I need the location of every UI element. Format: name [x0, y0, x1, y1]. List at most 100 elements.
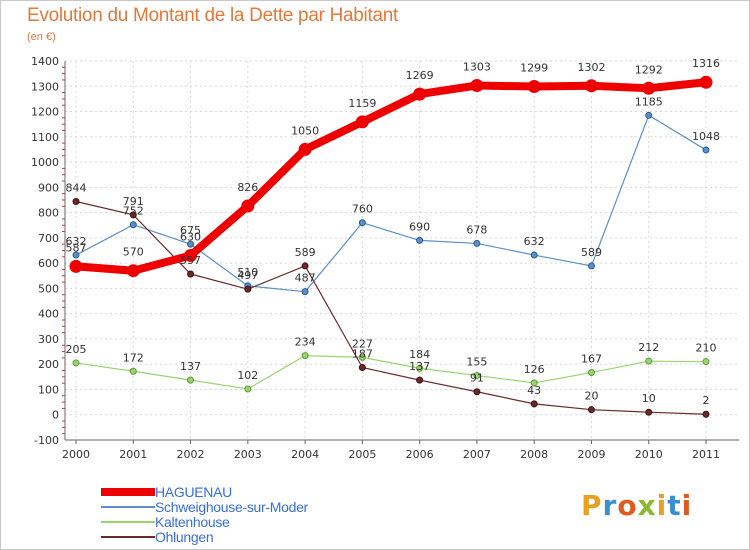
x-tick-label: 2004: [291, 448, 319, 461]
series-layer: [69, 75, 713, 418]
x-tick-label: 2000: [62, 448, 90, 461]
series-2-data-label: 155: [466, 356, 487, 369]
y-tick-label: 600: [38, 257, 59, 270]
legend-swatch: [101, 521, 155, 523]
series-1-point: [645, 111, 653, 119]
chart-title: Evolution du Montant de la Dette par Hab…: [27, 5, 398, 26]
x-tick-label: 2003: [234, 448, 262, 461]
series-2-point: [72, 359, 80, 367]
series-1-point: [416, 236, 424, 244]
series-3-data-label: 791: [123, 195, 144, 208]
series-1-data-label: 589: [581, 246, 602, 259]
series-1-point: [129, 221, 137, 229]
x-tick-label: 2009: [577, 448, 605, 461]
series-3-point: [530, 400, 538, 408]
series-0-point: [470, 79, 484, 93]
series-1-data-label: 690: [409, 220, 430, 233]
y-tick-label: 1100: [31, 131, 59, 144]
series-0-line: [72, 78, 710, 275]
series-1-point: [702, 146, 710, 154]
series-3-data-label: 187: [352, 347, 373, 360]
series-2-point: [530, 379, 538, 387]
y-tick-label: 200: [38, 358, 59, 371]
legend-label: Kaltenhouse: [155, 514, 230, 530]
chart-unit-label: (en €): [27, 31, 56, 43]
y-tick-label: 1400: [31, 55, 59, 68]
series-0-point: [584, 79, 598, 93]
y-tick-label: 1200: [31, 106, 59, 119]
x-tick-label: 2006: [406, 448, 434, 461]
series-3-point: [416, 376, 424, 384]
legend-label: HAGUENAU: [155, 484, 232, 500]
series-2-data-label: 184: [409, 348, 430, 361]
series-1-data-label: 1185: [635, 95, 663, 108]
series-2-data-label: 234: [295, 336, 316, 349]
series-1-data-label: 675: [180, 224, 201, 237]
brand-letter: i: [656, 489, 668, 522]
series-1-line: [75, 114, 707, 293]
series-2-point: [645, 357, 653, 365]
grid-layer: [65, 60, 739, 441]
x-tick-label: 2002: [177, 448, 205, 461]
series-3-point: [244, 285, 252, 293]
series-3-point: [358, 363, 366, 371]
series-2-data-label: 172: [123, 351, 144, 364]
series-0-point: [642, 81, 656, 95]
brand-letter: r: [602, 489, 618, 522]
series-3-point: [473, 388, 481, 396]
series-2-point: [587, 369, 595, 377]
y-tick-label: -100: [34, 434, 59, 447]
series-0-data-label: 1303: [463, 61, 491, 74]
series-0-data-label: 1302: [577, 61, 605, 74]
series-1-point: [587, 262, 595, 270]
y-tick-label: 700: [38, 232, 59, 245]
series-0-data-label: 570: [123, 246, 144, 259]
brand-letter: o: [617, 489, 638, 522]
series-0-data-label: 1316: [692, 57, 720, 70]
brand-letter: t: [667, 489, 682, 522]
series-2-point: [358, 353, 366, 361]
legend-swatch: [101, 506, 155, 508]
series-1-point: [530, 251, 538, 259]
series-3-line: [75, 200, 707, 415]
series-2-data-label: 167: [581, 353, 602, 366]
series-3-data-label: 91: [470, 372, 484, 385]
series-3-point: [645, 408, 653, 416]
y-tick-label: 1000: [31, 156, 59, 169]
series-2-point: [244, 385, 252, 393]
y-tick-label: 900: [38, 181, 59, 194]
y-tick-label: 500: [38, 282, 59, 295]
y-tick-label: 1300: [31, 80, 59, 93]
series-2-point: [187, 376, 195, 384]
data-label-layer: 587 570 630 826 1050 1159 1269 1303 1299 1302 1292…: [66, 57, 721, 407]
plot-area: [65, 61, 739, 440]
series-2-point: [702, 358, 710, 366]
series-1-point: [473, 239, 481, 247]
series-0-point: [527, 80, 541, 94]
series-2-data-label: 126: [524, 363, 545, 376]
axis-layer: -100 0 100 200 300 400 500 600 700 800 900 1000 1100…: [31, 55, 739, 461]
series-1-point: [358, 219, 366, 227]
series-1-data-label: 632: [524, 235, 545, 248]
series-2-point: [301, 352, 309, 360]
series-1-data-label: 1048: [692, 130, 720, 143]
brand-letter: i: [681, 489, 693, 522]
series-2-data-label: 227: [352, 337, 373, 350]
series-3-data-label: 20: [584, 390, 598, 403]
series-3-point: [187, 270, 195, 278]
series-0-data-label: 1269: [406, 69, 434, 82]
x-tick-label: 2008: [520, 448, 548, 461]
series-3-point: [129, 211, 137, 219]
series-2-point: [416, 364, 424, 372]
series-3-data-label: 2: [703, 394, 710, 407]
series-2-data-label: 205: [66, 343, 87, 356]
series-1-point: [187, 240, 195, 248]
brand-letter: P: [581, 489, 603, 522]
series-1-data-label: 678: [466, 223, 487, 236]
series-0-point: [69, 259, 83, 273]
y-tick-label: 0: [52, 409, 59, 422]
x-tick-label: 2010: [635, 448, 663, 461]
series-0-data-label: 587: [66, 241, 87, 254]
series-3-data-label: 10: [642, 392, 656, 405]
